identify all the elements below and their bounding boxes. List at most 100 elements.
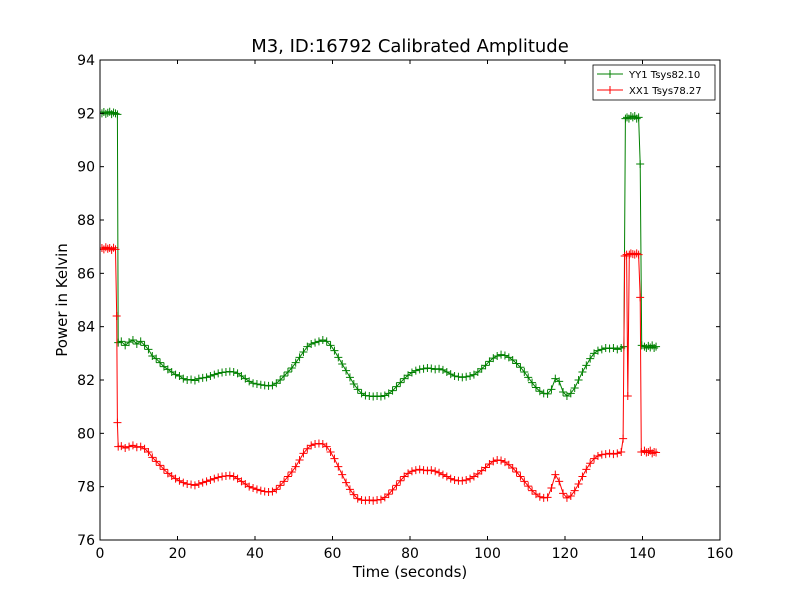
data-point-marker — [415, 365, 424, 374]
data-point-marker — [586, 459, 595, 468]
data-point-marker — [187, 480, 196, 489]
data-point-marker — [566, 389, 575, 398]
data-point-marker — [427, 364, 436, 373]
data-point-marker — [373, 496, 382, 504]
data-point-marker — [159, 465, 168, 474]
data-point-marker — [593, 452, 602, 460]
data-point-marker — [221, 472, 230, 480]
data-point-marker — [103, 244, 112, 253]
data-point-marker — [260, 381, 269, 390]
data-point-marker — [361, 391, 370, 400]
data-point-marker — [531, 383, 540, 392]
data-point-marker — [617, 448, 626, 456]
data-point-marker — [562, 493, 571, 502]
data-point-marker — [578, 368, 587, 376]
data-point-marker — [508, 464, 517, 472]
x-tick-label: 80 — [401, 546, 419, 562]
data-point-marker — [535, 387, 544, 396]
data-point-marker — [287, 468, 296, 476]
x-tick-label: 20 — [169, 546, 187, 562]
series-line — [101, 246, 657, 502]
data-point-marker — [477, 466, 486, 475]
data-point-marker — [295, 456, 304, 464]
data-point-marker — [384, 490, 393, 499]
data-point-marker — [551, 470, 560, 479]
series-2 — [100, 243, 661, 505]
data-point-marker — [311, 338, 320, 347]
data-point-marker — [357, 389, 366, 398]
data-point-marker — [404, 469, 413, 478]
data-point-marker — [400, 472, 409, 481]
data-point-marker — [136, 442, 145, 451]
data-point-marker — [535, 492, 544, 501]
data-point-marker — [642, 344, 651, 352]
data-point-marker — [283, 472, 292, 481]
data-point-marker — [268, 381, 277, 390]
data-point-marker — [140, 341, 149, 350]
data-point-marker — [628, 250, 637, 259]
y-tick-label: 78 — [77, 480, 95, 496]
legend: YY1 Tsys82.10 XX1 Tsys78.27 — [592, 64, 716, 101]
data-point-marker — [450, 476, 459, 484]
data-point-marker — [543, 389, 552, 398]
data-point-marker — [388, 386, 397, 395]
data-point-marker — [179, 478, 188, 487]
data-point-marker — [194, 480, 203, 488]
data-point-marker — [322, 442, 331, 451]
data-point-marker — [268, 487, 277, 496]
data-point-marker — [353, 494, 362, 503]
x-tick-label: 120 — [552, 546, 579, 562]
data-point-marker — [423, 364, 432, 372]
data-point-marker — [326, 448, 335, 456]
data-point-marker — [454, 372, 463, 381]
data-point-marker — [152, 354, 161, 363]
data-point-marker — [373, 392, 382, 400]
data-point-marker — [570, 384, 579, 392]
data-point-marker — [388, 485, 397, 494]
data-point-marker — [311, 440, 320, 448]
y-tick-label: 84 — [77, 320, 95, 336]
y-tick-label: 90 — [77, 160, 95, 176]
data-point-marker — [648, 449, 657, 458]
data-point-marker — [330, 454, 339, 463]
data-point-marker — [431, 467, 440, 476]
data-point-marker — [516, 363, 525, 372]
data-point-marker — [125, 338, 134, 347]
data-point-marker — [493, 352, 502, 360]
data-point-marker — [619, 434, 628, 443]
data-point-marker — [198, 373, 207, 382]
data-point-marker — [539, 493, 548, 502]
data-point-marker — [435, 364, 444, 373]
data-point-marker — [396, 378, 405, 387]
data-point-marker — [400, 374, 409, 383]
data-point-marker — [396, 476, 405, 485]
data-point-marker — [493, 456, 502, 464]
data-point-marker — [272, 485, 281, 494]
data-point-marker — [512, 359, 521, 368]
data-point-marker — [249, 379, 258, 388]
data-point-marker — [330, 346, 339, 355]
data-point-marker — [481, 463, 490, 472]
data-point-marker — [140, 444, 149, 453]
data-point-marker — [504, 460, 513, 469]
data-point-marker — [593, 346, 602, 355]
legend-label: XX1 Tsys78.27 — [629, 86, 702, 97]
data-point-marker — [652, 342, 661, 351]
data-point-marker — [419, 466, 428, 475]
data-point-marker — [473, 368, 482, 376]
data-point-marker — [646, 343, 655, 352]
data-point-marker — [435, 468, 444, 477]
data-point-marker — [520, 368, 529, 376]
data-point-marker — [376, 392, 385, 401]
data-point-marker — [314, 439, 323, 448]
data-point-marker — [407, 368, 416, 377]
data-point-marker — [229, 472, 238, 481]
data-point-marker — [299, 449, 308, 458]
data-point-marker — [605, 449, 614, 458]
data-point-marker — [144, 345, 153, 354]
y-tick-label: 94 — [77, 53, 95, 69]
data-point-marker — [252, 485, 261, 494]
data-point-marker — [438, 470, 447, 479]
data-point-marker — [438, 365, 447, 374]
